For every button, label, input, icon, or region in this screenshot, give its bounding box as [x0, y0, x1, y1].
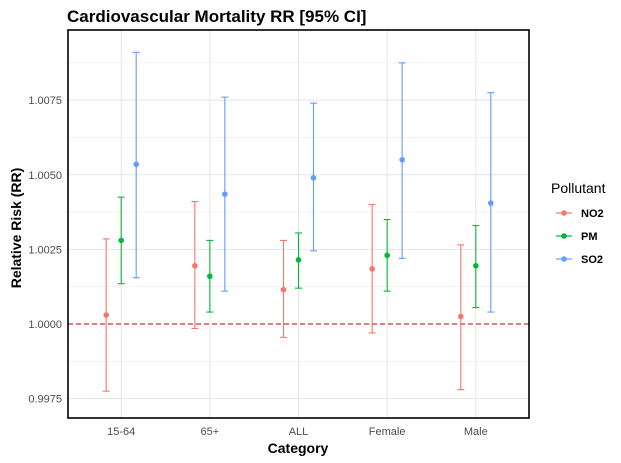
legend-key-point [561, 210, 567, 216]
data-point [369, 265, 375, 272]
x-tick-label: 15-64 [107, 426, 135, 438]
y-tick-label: 1.0000 [28, 319, 62, 331]
y-tick-label: 1.0075 [28, 95, 62, 107]
legend-label: NO2 [581, 208, 604, 220]
data-point [222, 191, 228, 197]
data-point [384, 252, 390, 259]
data-point [458, 313, 464, 320]
data-point [310, 174, 317, 181]
legend-label: PM [581, 231, 598, 243]
x-tick-label: Male [464, 426, 488, 438]
legend: Pollutant NO2 PM SO2 [551, 180, 606, 266]
axes: 0.9975 1.0000 1.0025 1.0050 1.0075 15-64 65+ AL… [28, 95, 487, 438]
y-axis-title: Relative Risk (RR) [8, 168, 24, 289]
data-point [473, 262, 479, 269]
x-axis-title: Category [268, 440, 329, 456]
plot-marks [68, 51, 529, 392]
data-point [192, 262, 198, 269]
x-tick-label: Female [369, 426, 406, 438]
data-point [280, 286, 287, 293]
y-tick-label: 1.0050 [28, 170, 62, 182]
x-tick-label: ALL [289, 426, 309, 438]
legend-key-point [561, 233, 567, 239]
y-tick-label: 1.0025 [28, 244, 62, 256]
legend-title: Pollutant [551, 180, 606, 196]
data-point [488, 200, 494, 206]
y-tick-label: 0.9975 [28, 394, 62, 406]
x-tick-label: 65+ [201, 426, 220, 438]
chart-title: Cardiovascular Mortality RR [95% CI] [67, 7, 366, 26]
data-point [118, 237, 124, 244]
legend-key-point [561, 256, 567, 262]
data-point [399, 157, 405, 163]
data-point [295, 257, 302, 263]
plot-panel-border [67, 29, 530, 419]
data-point [103, 312, 109, 318]
legend-label: SO2 [581, 254, 603, 266]
data-point [207, 273, 213, 280]
data-point [133, 161, 139, 168]
